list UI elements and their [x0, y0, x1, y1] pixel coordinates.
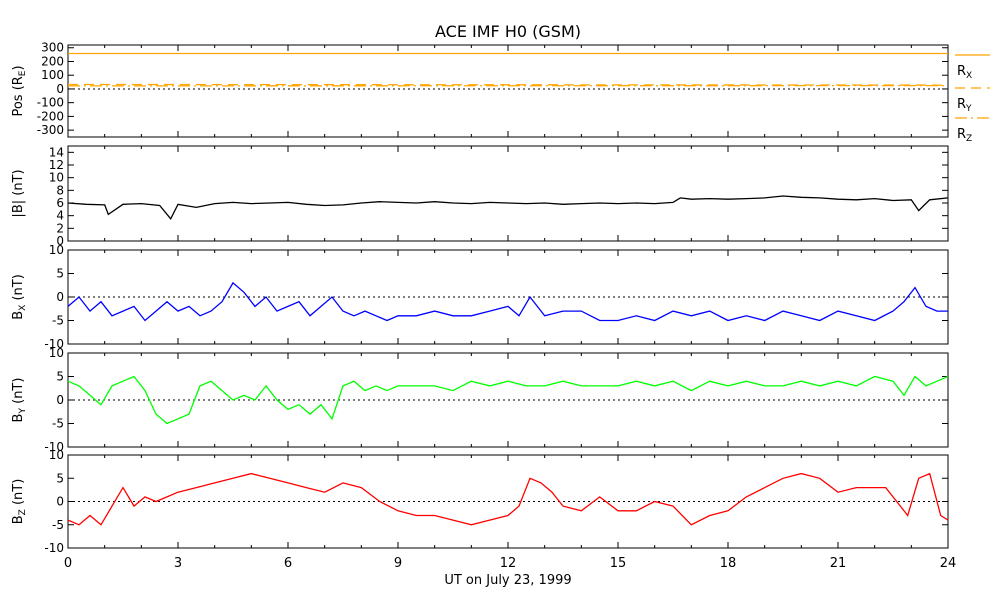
y-tick-label: -100 [37, 96, 64, 110]
x-tick-label: 24 [940, 556, 957, 571]
panel-bz: 10 5 0 -5 -10 BZ (nT) [11, 448, 949, 555]
panel-bx: 10 5 0 -5 -10 BX (nT) [11, 243, 949, 351]
x-axis-label: UT on July 23, 1999 [444, 573, 571, 588]
y-axis-label: |B| (nT) [11, 169, 26, 217]
y-tick-label: 0 [56, 393, 64, 407]
series-line [67, 281, 948, 322]
legend-label: RX [957, 64, 972, 81]
y-tick-label: -10 [44, 337, 64, 351]
y-tick-label: 300 [41, 41, 64, 55]
y-tick-label: 200 [41, 54, 64, 68]
y-tick-label: 0 [56, 290, 64, 304]
y-tick-label: 10 [49, 346, 64, 360]
series-line [67, 375, 949, 425]
legend-label: RY [957, 97, 972, 114]
x-tick-label: 18 [720, 556, 737, 571]
x-axis-tick-labels: 0 3 6 9 12 15 18 21 24 [64, 556, 956, 571]
y-tick-label: -300 [37, 123, 64, 137]
x-tick-label: 12 [500, 556, 517, 571]
y-tick-label: 0 [56, 234, 64, 248]
y-tick-label: 10 [49, 448, 64, 462]
y-tick-label: 5 [56, 267, 64, 281]
y-tick-label: -200 [37, 109, 64, 123]
panel-by: 10 5 0 -5 -10 BY (nT) [11, 346, 949, 454]
y-tick-label: 10 [49, 171, 64, 185]
series-line [67, 195, 949, 220]
y-tick-label: 2 [56, 221, 64, 235]
y-axis-label: BX (nT) [11, 274, 28, 320]
x-tick-label: 15 [610, 556, 627, 571]
y-tick-label: 4 [56, 209, 64, 223]
series-line [67, 83, 949, 86]
y-tick-label: 6 [56, 196, 64, 210]
y-tick-label: -5 [52, 314, 64, 328]
y-tick-label: -10 [44, 440, 64, 454]
y-tick-label: 8 [56, 183, 64, 197]
y-tick-label: 10 [49, 243, 64, 257]
panel-frame [67, 145, 949, 242]
y-tick-label: 5 [56, 471, 64, 485]
y-tick-label: 100 [41, 68, 64, 82]
chart-title: ACE IMF H0 (GSM) [435, 22, 581, 41]
y-tick-label: 0 [56, 495, 64, 509]
y-tick-label: -5 [52, 417, 64, 431]
y-axis-label: Pos (RE) [11, 65, 28, 116]
series-line [67, 472, 949, 526]
y-tick-label: 0 [56, 82, 64, 96]
y-tick-label: -10 [44, 541, 64, 555]
y-tick-label: 12 [49, 158, 64, 172]
y-axis-label: BY (nT) [11, 378, 28, 423]
y-tick-label: -5 [52, 518, 64, 532]
y-axis-label: BZ (nT) [11, 479, 28, 525]
y-tick-label: 5 [56, 370, 64, 384]
panel-frame [67, 44, 949, 138]
x-tick-label: 3 [174, 556, 182, 571]
x-tick-label: 9 [394, 556, 402, 571]
position-legend: RX RY RZ [955, 54, 990, 144]
x-tick-label: 21 [830, 556, 847, 571]
x-tick-label: 6 [284, 556, 292, 571]
y-tick-label: 14 [49, 145, 64, 159]
x-tick-label: 0 [64, 556, 72, 571]
legend-label: RZ [957, 127, 972, 144]
